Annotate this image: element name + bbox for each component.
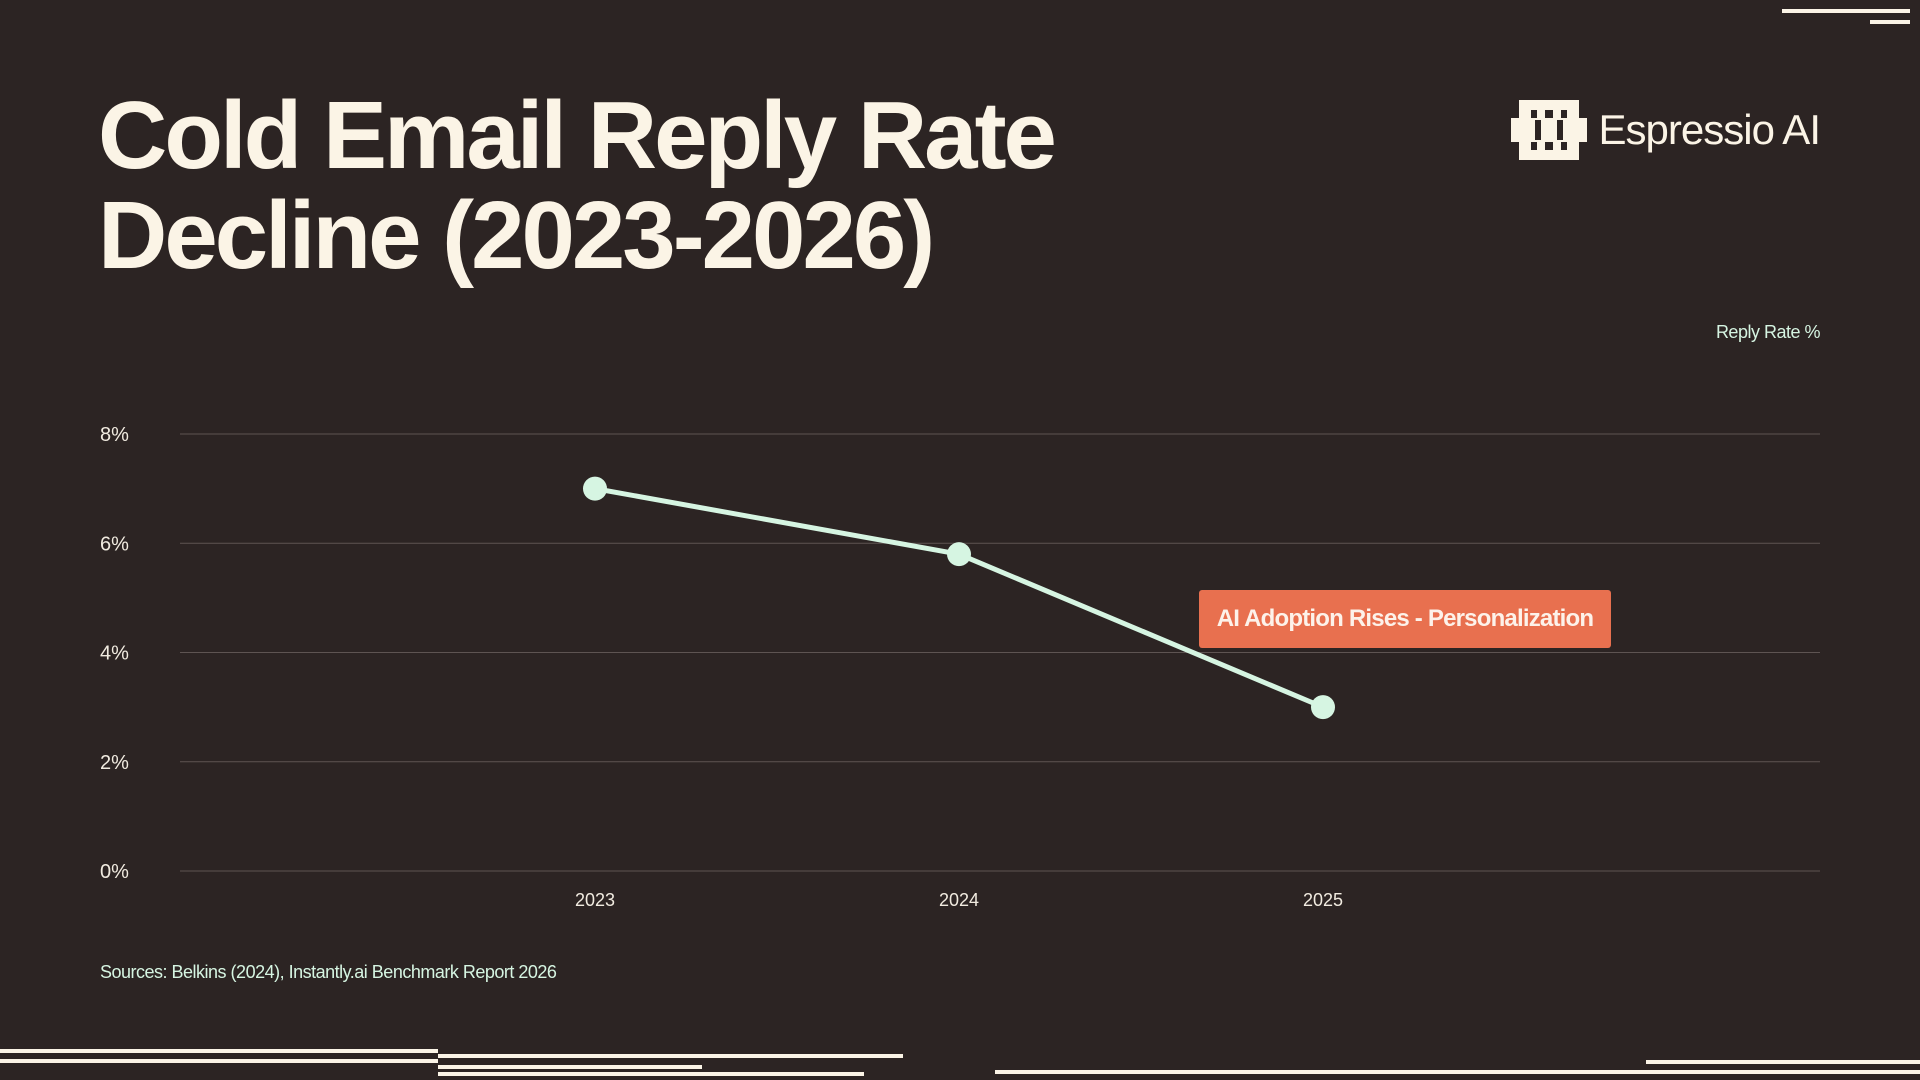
brand-name: Espressio AI (1598, 106, 1821, 153)
y-tick-label: 8% (100, 424, 129, 446)
decor-bar (1782, 9, 1910, 13)
x-tick-label: 2024 (939, 890, 979, 910)
y-tick-label: 0% (100, 861, 129, 883)
espressio-logo-icon (1510, 100, 1587, 160)
decor-bar (438, 1072, 864, 1076)
y-tick-label: 6% (100, 533, 129, 555)
data-point (947, 542, 971, 567)
decor-bar (995, 1070, 1920, 1074)
decor-bar (1870, 20, 1910, 24)
x-tick-label: 2023 (575, 890, 615, 910)
y-tick-label: 2% (100, 752, 129, 774)
annotation-badge: AI Adoption Rises - Personalization (1199, 590, 1611, 648)
data-point (1311, 695, 1335, 720)
decor-bar (1646, 1060, 1920, 1064)
y-tick-label: 4% (100, 643, 129, 665)
brand-logo: Espressio AI (1510, 100, 1821, 160)
series-legend-label: Reply Rate % (1715, 322, 1821, 342)
title-line-1: Cold Email Reply Rate (98, 82, 1057, 189)
x-tick-label: 2025 (1303, 890, 1343, 910)
decor-bar (438, 1054, 903, 1058)
decor-bar (0, 1049, 438, 1053)
decor-bar (0, 1059, 438, 1063)
data-point (583, 476, 607, 501)
chart-title: Cold Email Reply Rate Decline (2023-2026… (98, 86, 1298, 286)
decor-bar (438, 1065, 702, 1069)
sources-note: Sources: Belkins (2024), Instantly.ai Be… (100, 962, 557, 982)
title-line-2: Decline (2023-2026) (98, 182, 935, 289)
